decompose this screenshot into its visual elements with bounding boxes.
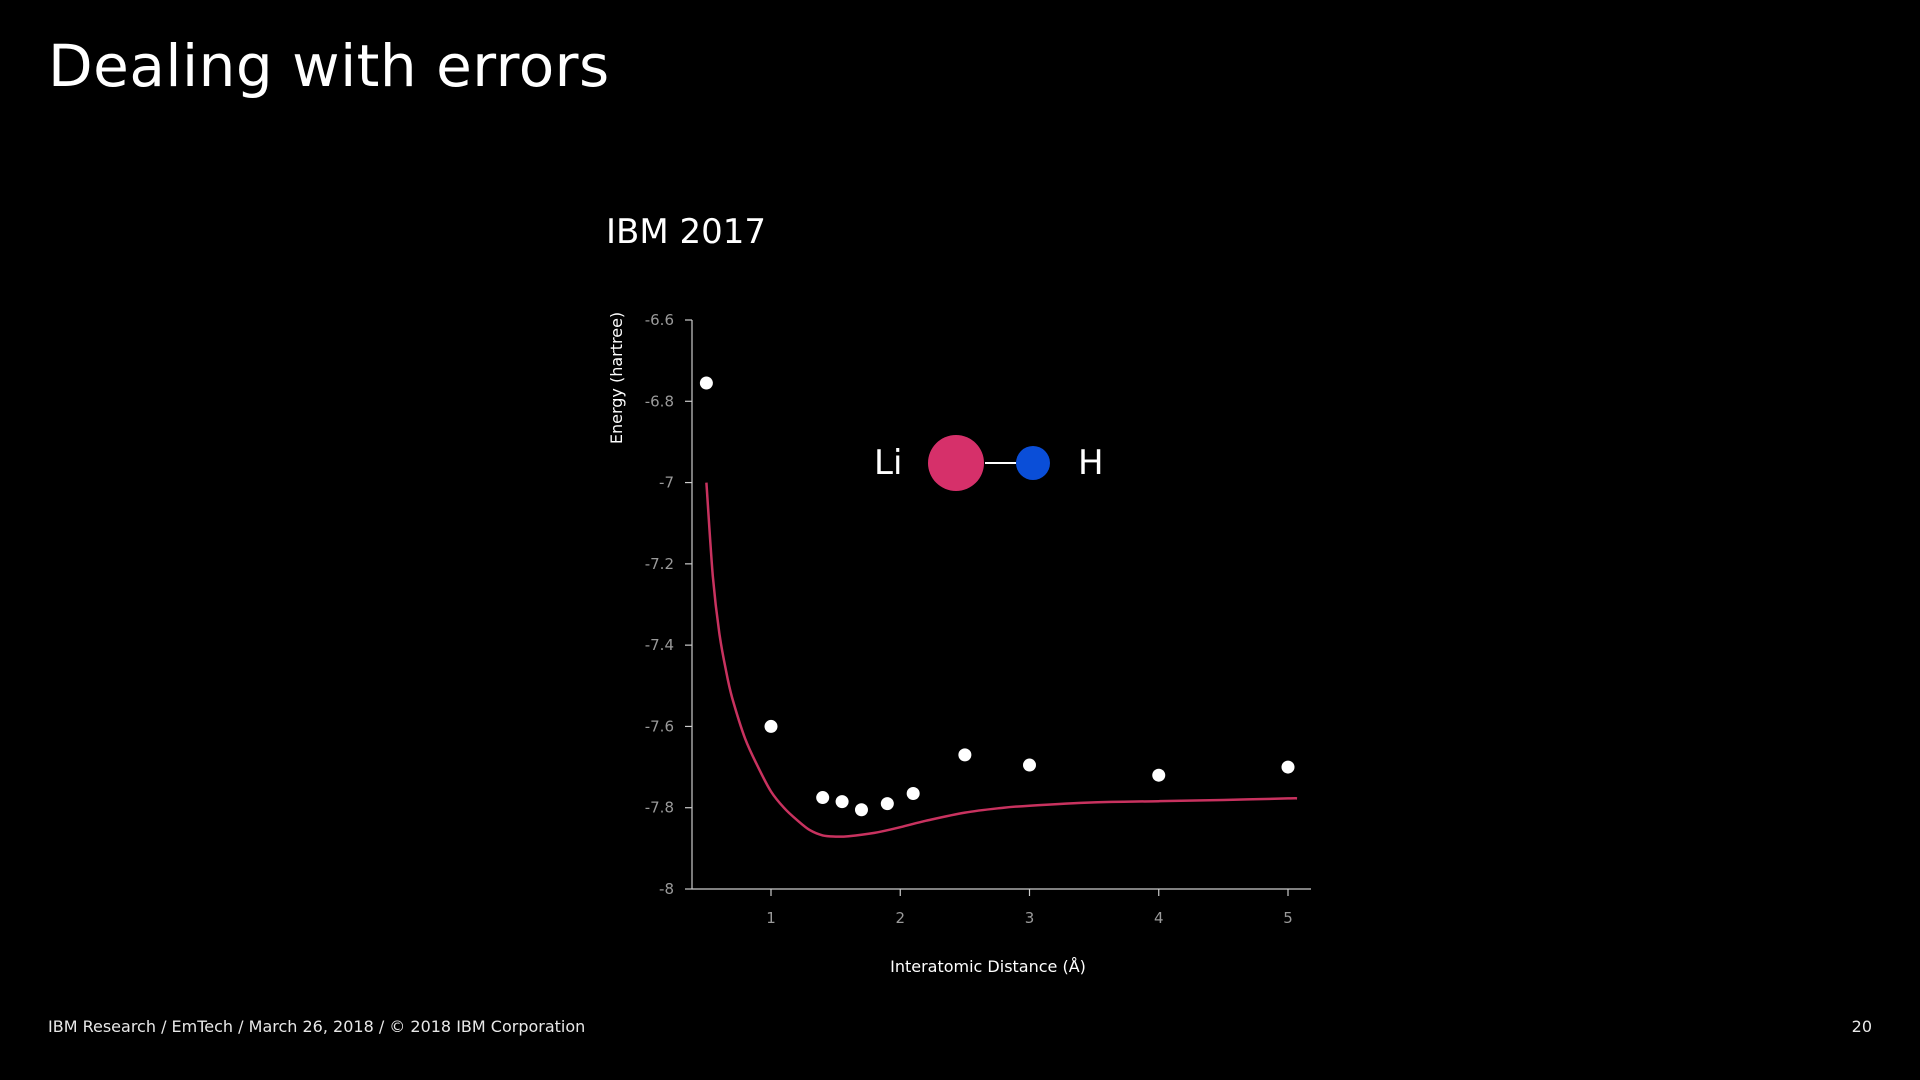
lih-molecule-diagram: Li H [874, 435, 1104, 491]
slide-footer: IBM Research / EmTech / March 26, 2018 /… [48, 1017, 586, 1036]
li-atom-icon [928, 435, 984, 491]
x-axis-label: Interatomic Distance (Å) [890, 957, 1086, 976]
atom-label-h: H [1078, 443, 1104, 483]
data-point [764, 719, 778, 733]
y-tick-label: -6.8 [645, 392, 674, 410]
y-tick-label: -7.6 [645, 717, 674, 735]
data-point [906, 786, 920, 800]
y-tick-label: -6.6 [645, 311, 674, 329]
x-tick-label: 2 [895, 909, 905, 927]
x-tick-label: 5 [1283, 909, 1293, 927]
data-point [699, 376, 713, 390]
x-tick-label: 3 [1025, 909, 1035, 927]
h-atom-icon [1016, 446, 1050, 480]
data-point [854, 803, 868, 817]
y-tick-label: -7.2 [645, 555, 674, 573]
energy-curve-layer [705, 482, 1298, 838]
data-point [835, 795, 849, 809]
y-axis-label: Energy (hartree) [607, 312, 626, 444]
x-tick-label: 1 [766, 909, 776, 927]
page-number: 20 [1851, 1017, 1872, 1036]
chart-axes: -6.6 -6.8 -7 -7.2 -7.4 -7.6 -7.8 -8 1 2 3 4 5 Interat… [607, 311, 1311, 976]
data-point [1281, 760, 1295, 774]
y-tick-label: -7.8 [645, 799, 674, 817]
slide-title: Dealing with errors [48, 32, 610, 100]
y-tick-label: -8 [659, 880, 674, 898]
x-tick-label: 4 [1154, 909, 1164, 927]
y-tick-label: -7 [659, 474, 674, 492]
data-point [1023, 758, 1036, 772]
energy-curve [705, 482, 1298, 838]
data-point [816, 791, 830, 805]
data-points-layer [699, 376, 1295, 817]
data-point [880, 797, 894, 811]
y-tick-label: -7.4 [645, 636, 674, 654]
data-point [958, 748, 972, 762]
atom-label-li: Li [874, 443, 902, 483]
data-point [1152, 768, 1166, 782]
chart-title: IBM 2017 [606, 212, 767, 252]
